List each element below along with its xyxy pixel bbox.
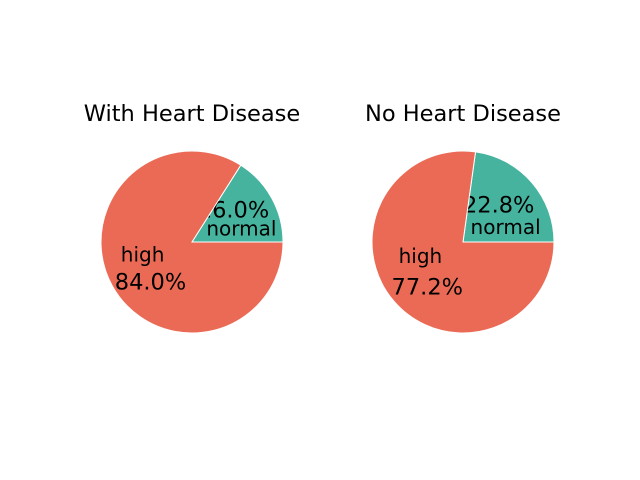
slice-label: high [121, 242, 165, 266]
chart-title: With Heart Disease [84, 101, 301, 127]
chart-title: No Heart Disease [365, 101, 561, 127]
slice-label: normal [471, 215, 541, 239]
pie-slice-normal [191, 164, 284, 243]
pie-slice-high [100, 150, 284, 334]
slice-percent-label: 77.2% [392, 275, 463, 301]
pie-slice-high [371, 150, 555, 334]
slice-label: high [399, 244, 443, 268]
slice-percent-label: 84.0% [115, 270, 186, 296]
pie-slice-normal [462, 151, 555, 243]
slice-percent-label: 22.8% [463, 192, 534, 218]
slice-label: normal [206, 217, 276, 241]
